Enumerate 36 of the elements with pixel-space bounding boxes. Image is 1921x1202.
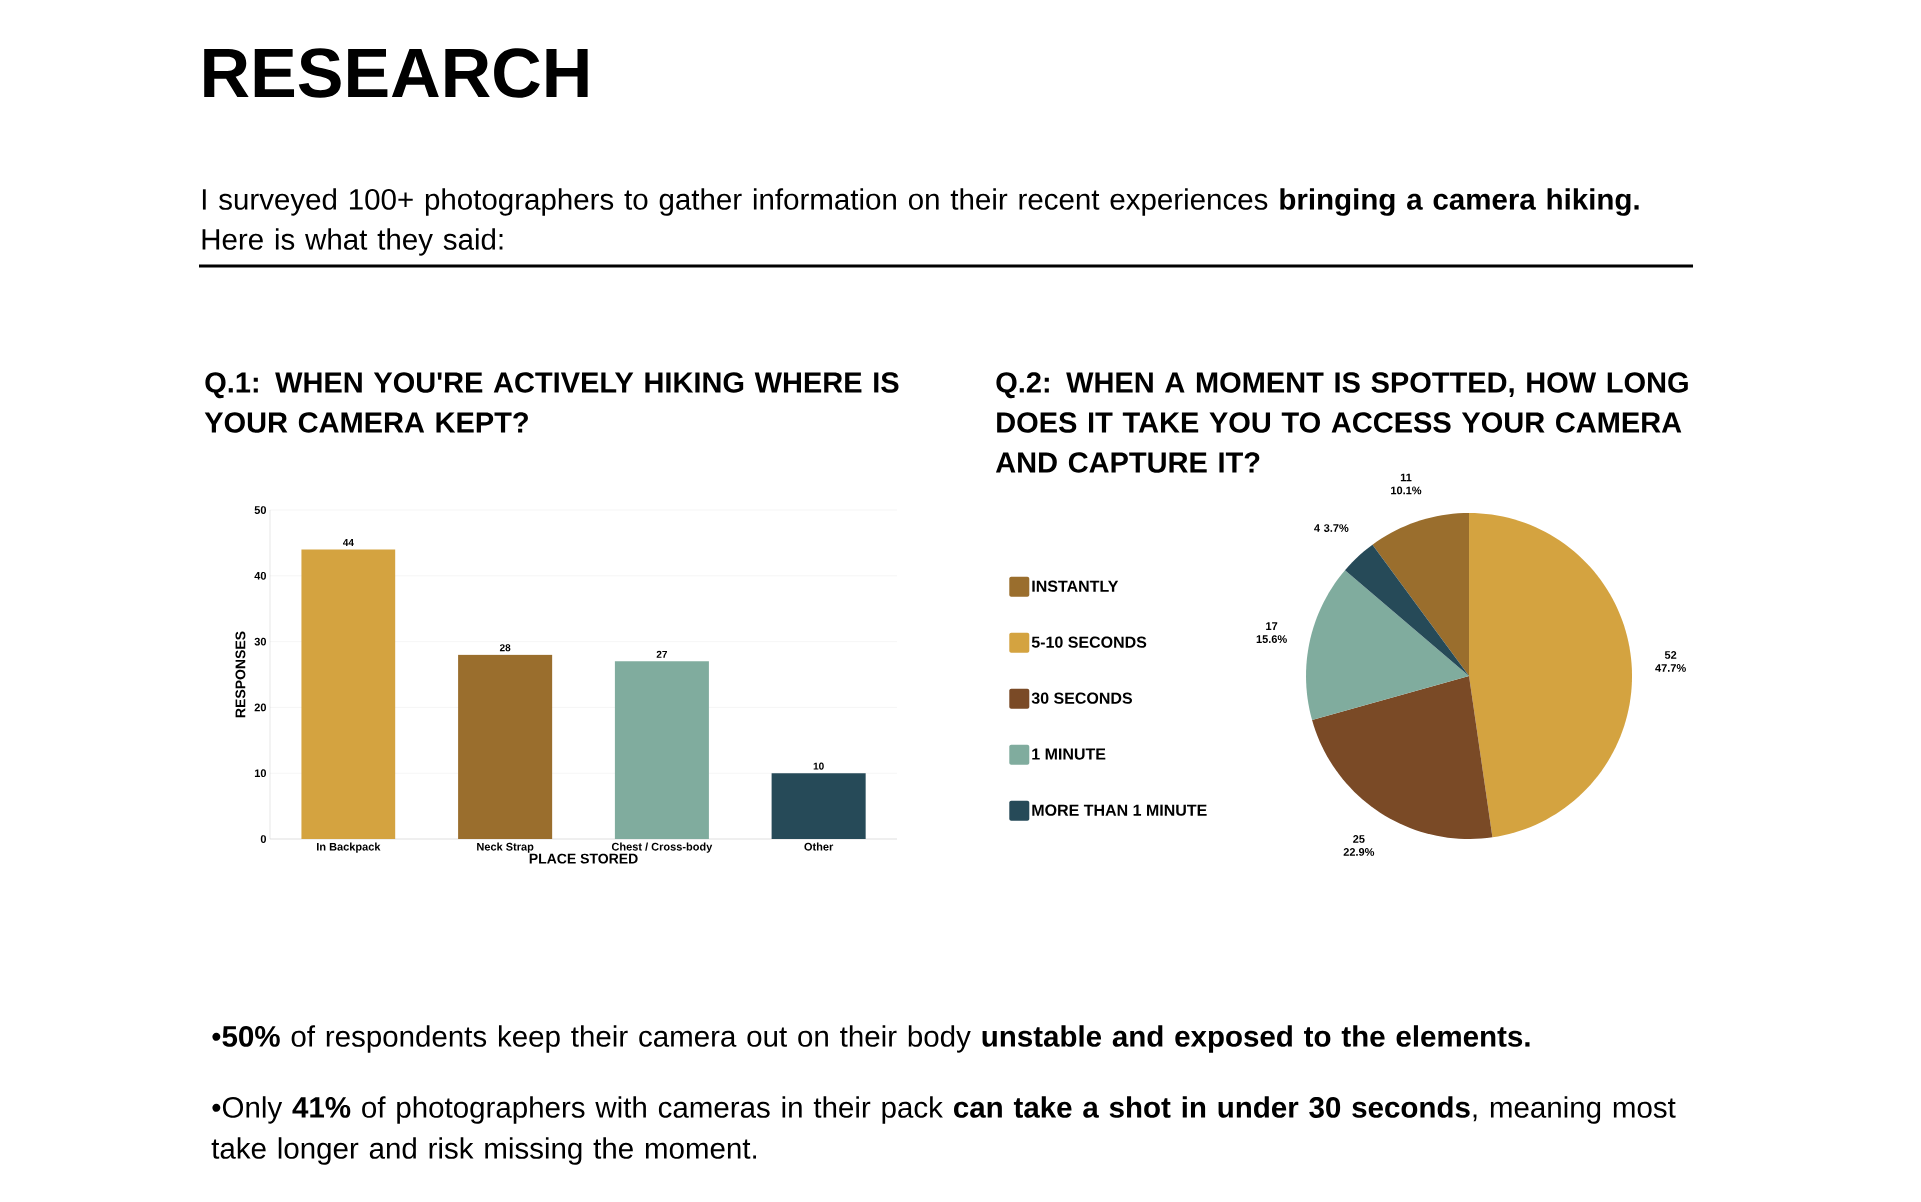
text: •50% of respondents keep their camera out on their body unstable and exposed to the elements. — [212, 1025, 1530, 1053]
data-label: 10 — [813, 762, 824, 770]
y-tick-label: 0 — [260, 835, 267, 843]
chart-title: Q.2: WHEN A MOMENT IS SPOTTED, HOW LONG DOES IT TAKE YOU TO ACCESS YOUR CAMERA AND CAPTURE IT? — [995, 372, 1688, 473]
x-axis-title: PLACE STORED — [529, 853, 638, 864]
text: •Only 41% of photographers with cameras in their pack can take a shot in under 30 seconds, meaning most take longer and risk missing the moment. — [211, 1096, 1676, 1165]
y-axis-title: RESPONSES — [235, 631, 246, 718]
bar — [771, 773, 866, 840]
legend-label: 5-10 SECONDS — [1031, 636, 1147, 648]
x-tick-label: Chest / Cross-body — [611, 842, 713, 853]
data-label: 11 10.1% — [1391, 473, 1422, 495]
data-label: 52 47.7% — [1655, 651, 1686, 672]
legend-label: 1 MINUTE — [1032, 748, 1106, 760]
x-tick-label: Other — [804, 842, 834, 851]
data-label: 25 22.9% — [1343, 835, 1375, 856]
text: I surveyed 100+ photographers to gather information on their recent experiences bringing a camera hiking. Here is what they said: — [202, 188, 1639, 256]
y-tick-label: 50 — [254, 506, 267, 514]
y-tick-label: 30 — [254, 637, 267, 646]
text: RESEARCH — [204, 48, 588, 98]
data-label: 27 — [656, 650, 668, 658]
x-tick-label: In Backpack — [317, 842, 381, 853]
y-tick-label: 10 — [254, 769, 267, 778]
data-label: 44 — [342, 539, 354, 546]
bar — [301, 549, 396, 840]
chart-title: Q.1: WHEN YOU'RE ACTIVELY HIKING WHERE IS YOUR CAMERA KEPT? — [204, 372, 899, 433]
data-label: 4 3.7% — [1314, 524, 1349, 532]
x-tick-label: Neck Strap — [477, 842, 534, 853]
bar — [458, 654, 553, 840]
y-tick-label: 20 — [254, 703, 267, 712]
legend-label: 30 SECONDS — [1031, 692, 1132, 704]
legend-label: MORE THAN 1 MINUTE — [1032, 804, 1207, 816]
data-label: 17 15.6% — [1256, 622, 1287, 643]
y-tick-label: 40 — [254, 571, 267, 580]
bar — [614, 661, 709, 840]
data-label: 28 — [499, 644, 511, 652]
legend-label: INSTANTLY — [1032, 580, 1119, 592]
